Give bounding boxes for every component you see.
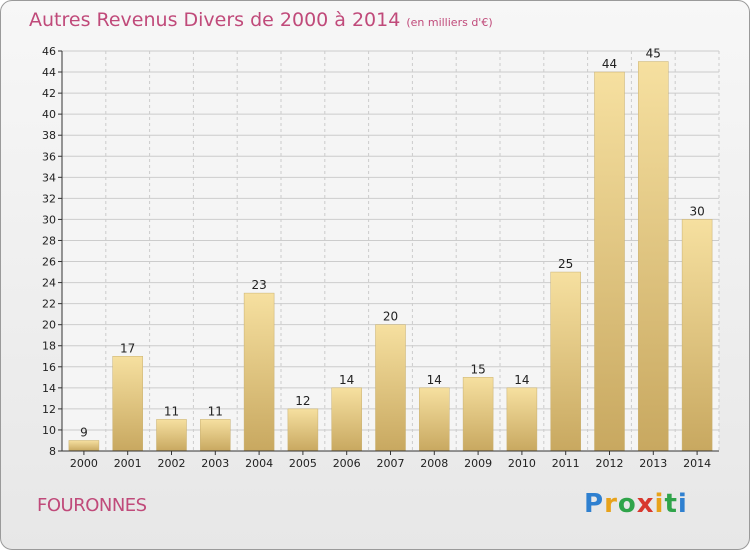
data-label: 11	[208, 404, 223, 418]
data-label: 30	[689, 204, 704, 218]
x-tick-label: 2005	[289, 457, 317, 470]
chart-title: Autres Revenus Divers de 2000 à 2014 (en …	[29, 9, 493, 31]
y-tick-label: 12	[42, 403, 56, 416]
bar	[550, 271, 581, 452]
y-tick-label: 26	[42, 256, 56, 269]
x-tick-label: 2004	[245, 457, 273, 470]
y-tick-label: 34	[42, 171, 56, 184]
bar	[200, 419, 231, 452]
y-tick-label: 18	[42, 340, 56, 353]
y-tick-label: 28	[42, 234, 56, 247]
x-tick-label: 2014	[683, 457, 711, 470]
y-tick-label: 22	[42, 298, 56, 311]
data-label: 20	[383, 310, 398, 324]
chart-title-text: Autres Revenus Divers de 2000 à 2014	[29, 9, 401, 31]
data-label: 9	[80, 425, 88, 439]
y-tick-label: 40	[42, 108, 56, 121]
bar	[594, 71, 625, 452]
data-label: 11	[164, 404, 179, 418]
bar	[243, 292, 275, 452]
bar	[156, 419, 187, 452]
y-tick-label: 20	[42, 319, 56, 332]
bar	[112, 356, 143, 452]
y-tick-label: 24	[42, 277, 56, 290]
bar	[681, 219, 713, 452]
data-label: 23	[251, 278, 266, 292]
bar	[68, 440, 100, 452]
y-tick-label: 30	[42, 213, 56, 226]
y-tick-label: 16	[42, 361, 56, 374]
x-tick-label: 2011	[552, 457, 580, 470]
data-label: 12	[295, 394, 310, 408]
bar	[506, 387, 538, 452]
data-label: 15	[470, 362, 485, 376]
y-tick-label: 38	[42, 129, 56, 142]
x-tick-label: 2006	[333, 457, 361, 470]
data-label: 14	[339, 373, 354, 387]
y-tick-label: 36	[42, 150, 56, 163]
y-tick-label: 10	[42, 424, 56, 437]
x-tick-label: 2007	[377, 457, 405, 470]
proxiti-logo: Proxiti	[584, 489, 688, 519]
x-tick-label: 2009	[464, 457, 492, 470]
data-label: 44	[602, 57, 617, 71]
bar	[331, 387, 362, 452]
x-tick-label: 2003	[201, 457, 229, 470]
data-label: 14	[514, 373, 529, 387]
bar	[287, 408, 319, 452]
y-tick-label: 42	[42, 87, 56, 100]
chart-subtitle: (en milliers d'€)	[406, 16, 493, 29]
bar	[462, 377, 494, 452]
x-tick-label: 2000	[70, 457, 98, 470]
bar	[638, 61, 669, 452]
y-tick-label: 8	[49, 445, 56, 458]
place-name: FOURONNES	[37, 495, 147, 516]
y-tick-label: 32	[42, 192, 56, 205]
y-tick-label: 14	[42, 382, 56, 395]
data-label: 14	[427, 373, 442, 387]
x-tick-label: 2012	[596, 457, 624, 470]
bar	[375, 324, 406, 452]
bar	[419, 387, 450, 452]
data-label: 45	[646, 47, 661, 61]
y-tick-label: 44	[42, 66, 56, 79]
x-tick-label: 2010	[508, 457, 536, 470]
x-tick-label: 2008	[420, 457, 448, 470]
data-label: 25	[558, 257, 573, 271]
x-tick-label: 2001	[114, 457, 142, 470]
y-tick-label: 46	[42, 45, 56, 58]
x-tick-label: 2013	[639, 457, 667, 470]
data-label: 17	[120, 341, 135, 355]
x-tick-label: 2002	[158, 457, 186, 470]
